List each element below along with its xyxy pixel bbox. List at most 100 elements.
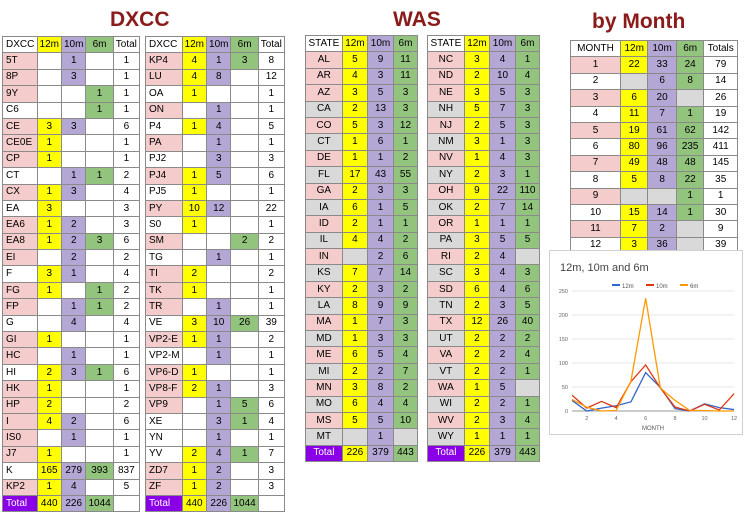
row-label: PJ4 xyxy=(145,167,183,185)
value-cell: 226 xyxy=(341,444,369,463)
value-cell xyxy=(206,265,232,283)
value-cell: 2 xyxy=(463,395,491,413)
value-cell: 145 xyxy=(703,154,738,173)
table-row: TK 1 1 xyxy=(145,281,285,300)
table-row: GA 2 3 3 xyxy=(305,182,419,200)
table-row: MN 3 8 2 xyxy=(305,379,419,397)
value-cell: 4 xyxy=(367,231,394,250)
table-row: YN 1 1 xyxy=(145,429,285,447)
table-row: KY 2 3 2 xyxy=(305,280,419,299)
value-cell xyxy=(60,331,87,349)
row-label: FG xyxy=(2,281,38,300)
value-cell: 1 xyxy=(341,313,369,332)
value-cell xyxy=(181,232,208,251)
table-row: SD 6 4 6 xyxy=(427,280,541,299)
row-label: TK xyxy=(145,281,183,300)
value-cell: 5 xyxy=(341,51,369,69)
value-cell: 1 xyxy=(60,347,87,365)
row-label: SC xyxy=(427,264,465,282)
table-row: XE 3 1 4 xyxy=(145,412,285,431)
value-cell: 1 xyxy=(392,133,419,151)
row-label: DE xyxy=(305,149,343,168)
value-cell: 4 xyxy=(112,265,141,283)
table-row: G 4 4 xyxy=(2,314,141,333)
table-row: 5T 1 1 xyxy=(2,52,141,70)
row-label: IN xyxy=(305,248,343,266)
row-label: ZF xyxy=(145,478,183,496)
value-cell xyxy=(206,216,232,234)
value-cell xyxy=(85,134,114,152)
row-label: OK xyxy=(427,198,465,217)
row-label: NM xyxy=(427,133,465,151)
table-row: PY 10 12 22 xyxy=(145,199,285,218)
value-cell: 8 xyxy=(675,72,705,91)
row-label: IA xyxy=(305,198,343,217)
value-cell: 30 xyxy=(703,203,738,222)
row-label: EI xyxy=(2,249,38,267)
row-label: NH xyxy=(427,100,465,118)
table-row: TR 1 1 xyxy=(145,298,285,316)
dxcc-table-right: DXCC 12m 10m 6m Total KP4 4 1 3 8 LU 4 8 12 OA 1 1 ON 1 1 P4… xyxy=(145,35,285,512)
value-cell: 1 xyxy=(257,101,285,119)
value-cell: 7 xyxy=(367,313,394,332)
table-row: 2 6 8 14 xyxy=(569,72,738,91)
value-cell: 4 xyxy=(36,412,62,431)
value-cell: 3 xyxy=(514,133,541,151)
table-row: SM 2 2 xyxy=(145,232,285,251)
row-label: S0 xyxy=(145,216,183,234)
header-cell: DXCC xyxy=(2,35,38,54)
header-cell: 12m xyxy=(620,39,649,58)
value-cell: 2 xyxy=(489,330,516,348)
value-cell: 3 xyxy=(514,149,541,168)
value-cell: 3 xyxy=(60,183,87,201)
row-label: VP6-D xyxy=(145,363,183,382)
table-row: TI 2 2 xyxy=(145,265,285,283)
value-cell: 9 xyxy=(463,182,491,200)
value-cell xyxy=(230,183,259,201)
header-cell: 10m xyxy=(206,35,232,54)
value-cell: 2 xyxy=(36,363,62,382)
table-row: CA 2 13 3 xyxy=(305,100,419,118)
value-cell: 1 xyxy=(514,428,541,446)
value-cell: 4 xyxy=(392,346,419,364)
value-cell xyxy=(112,494,141,512)
value-cell: 1 xyxy=(367,428,394,446)
value-cell xyxy=(230,331,259,349)
value-cell xyxy=(60,101,87,119)
value-cell: 2 xyxy=(463,297,491,315)
value-cell: 3 xyxy=(392,100,419,118)
row-label: 11 xyxy=(569,220,622,238)
value-cell: 96 xyxy=(647,138,677,156)
table-row: S0 1 1 xyxy=(145,216,285,234)
value-cell: 4 xyxy=(514,411,541,430)
row-label: J7 xyxy=(2,445,38,464)
value-cell xyxy=(230,462,259,480)
row-label: CT xyxy=(305,133,343,151)
row-label: 3 xyxy=(569,89,622,107)
value-cell: 33 xyxy=(647,56,677,74)
value-cell: 6 xyxy=(341,198,369,217)
value-cell: 6 xyxy=(112,412,141,431)
chart-title: 12m, 10m and 6m xyxy=(560,262,649,274)
month-table: MONTH 12m 10m 6m Totals 1 22 33 24 79 2 6 8 14 3 6 20 26 4… xyxy=(569,39,738,271)
value-cell: 3 xyxy=(463,264,491,282)
table-row: MA 1 7 3 xyxy=(305,313,419,332)
value-cell: 3 xyxy=(206,150,232,169)
value-cell: 1 xyxy=(514,215,541,233)
value-cell: 3 xyxy=(463,84,491,102)
table-row: WI 2 2 1 xyxy=(427,395,541,413)
row-label: WI xyxy=(427,395,465,413)
table-row: 11 7 2 9 xyxy=(569,220,738,238)
value-cell xyxy=(257,494,285,512)
value-cell: 1 xyxy=(514,51,541,69)
value-cell: 24 xyxy=(675,56,705,74)
header-cell: 10m xyxy=(367,34,394,53)
total-row: Total 440 226 1044 xyxy=(2,494,141,512)
value-cell: 2 xyxy=(514,330,541,348)
y-tick-label: 250 xyxy=(559,289,568,295)
row-label: YN xyxy=(145,429,183,447)
table-row: 7 49 48 48 145 xyxy=(569,154,738,173)
value-cell xyxy=(60,134,87,152)
row-label: G xyxy=(2,314,38,333)
value-cell xyxy=(181,298,208,316)
